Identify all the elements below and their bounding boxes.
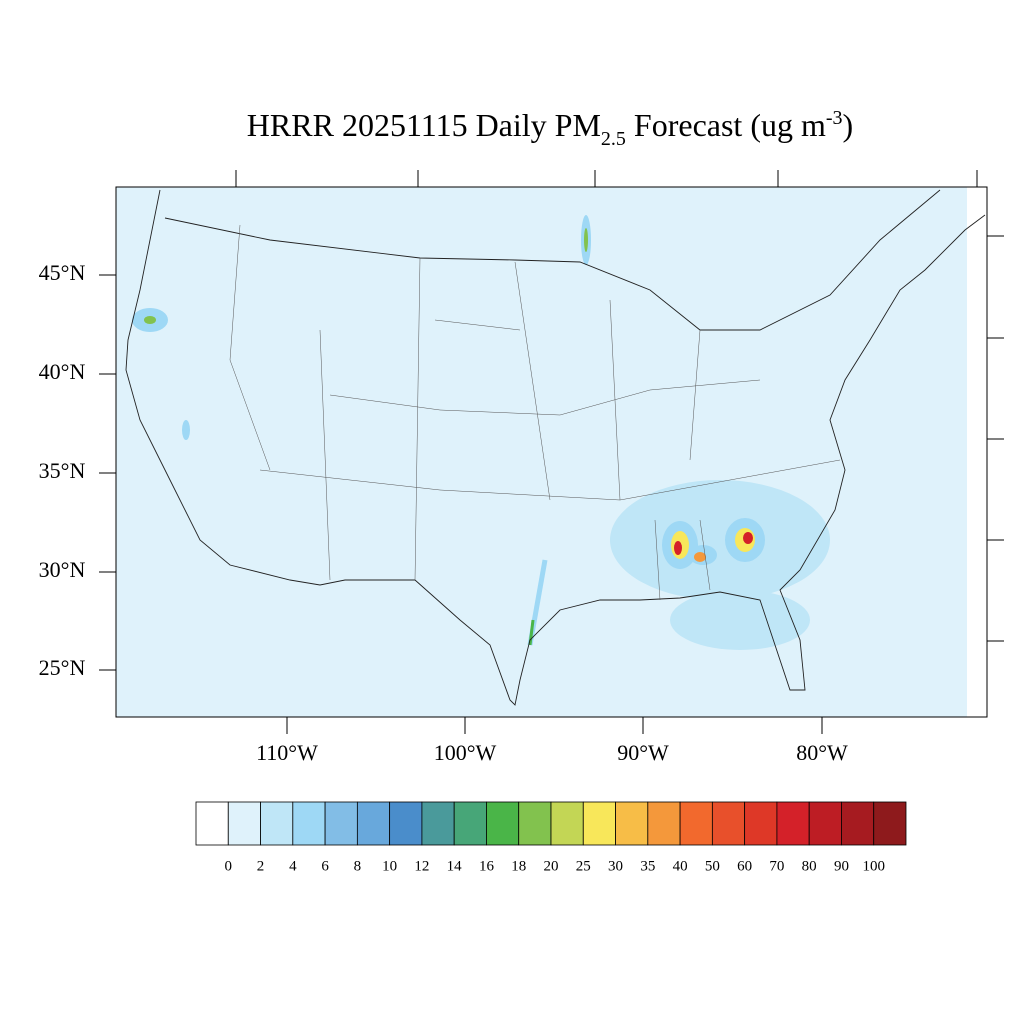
colorbar-label: 90 <box>834 858 849 874</box>
colorbar-label: 20 <box>544 858 559 874</box>
colorbar-label: 4 <box>289 858 297 874</box>
colorbar-label: 70 <box>769 858 784 874</box>
colorbar: 0 2 4 6 8 10 12 14 16 18 20 25 30 35 40 50 60 70 80 90 100 <box>195 801 907 874</box>
colorbar-box <box>615 801 649 846</box>
lon-label: 100°W <box>434 740 497 765</box>
colorbar-label: 8 <box>354 858 362 874</box>
colorbar-box <box>744 801 778 846</box>
colorbar-box <box>873 801 907 846</box>
colorbar-label: 18 <box>511 858 526 874</box>
colorbar-label: 80 <box>802 858 817 874</box>
colorbar-label: 30 <box>608 858 623 874</box>
colorbar-box <box>453 801 487 846</box>
lat-label: 45°N <box>39 260 86 285</box>
colorbar-box <box>647 801 681 846</box>
title-sub: 2.5 <box>601 128 626 150</box>
frame-ticks <box>99 170 1004 734</box>
colorbar-box <box>389 801 423 846</box>
colorbar-box <box>227 801 261 846</box>
colorbar-label: 50 <box>705 858 720 874</box>
pollution-plumes <box>132 215 830 650</box>
colorbar-box <box>292 801 326 846</box>
no-data-strip <box>967 187 987 717</box>
colorbar-label: 35 <box>640 858 655 874</box>
colorbar-label: 16 <box>479 858 495 874</box>
colorbar-label: 100 <box>862 858 885 874</box>
colorbar-box <box>679 801 713 846</box>
axis-labels: 45°N 40°N 35°N 30°N 25°N 110°W 100°W 90°W 80°W <box>39 260 848 765</box>
colorbar-box <box>421 801 455 846</box>
colorbar-box <box>711 801 746 846</box>
colorbar-label: 6 <box>321 858 329 874</box>
colorbar-box <box>550 801 584 846</box>
colorbar-label: 25 <box>576 858 591 874</box>
colorbar-label: 2 <box>257 858 265 874</box>
colorbar-box <box>841 801 875 846</box>
colorbar-label: 12 <box>414 858 429 874</box>
title-main: HRRR 20251115 Daily PM <box>247 107 601 143</box>
colorbar-label: 60 <box>737 858 752 874</box>
border <box>164 189 941 331</box>
lat-label: 35°N <box>39 458 86 483</box>
state-lines <box>229 224 841 601</box>
title-rest: Forecast (ug m <box>634 107 826 143</box>
colorbar-box <box>518 801 552 846</box>
map-frame <box>115 186 988 718</box>
lon-label: 90°W <box>617 740 669 765</box>
map <box>99 170 1004 734</box>
colorbar-label: 14 <box>447 858 463 874</box>
lat-label: 30°N <box>39 557 86 582</box>
coastline <box>125 189 986 706</box>
lat-label: 40°N <box>39 359 86 384</box>
colorbar-label: 40 <box>673 858 688 874</box>
title-sup: -3 <box>826 107 843 129</box>
colorbar-label: 10 <box>382 858 397 874</box>
colorbar-label: 0 <box>225 858 233 874</box>
colorbar-box <box>776 801 810 846</box>
colorbar-box <box>324 801 358 846</box>
colorbar-box <box>195 801 229 846</box>
colorbar-box <box>260 801 294 846</box>
colorbar-box <box>486 801 520 846</box>
lat-label: 25°N <box>39 655 86 680</box>
colorbar-box <box>356 801 391 846</box>
colorbar-box <box>582 801 616 846</box>
colorbar-box <box>808 801 842 846</box>
lon-label: 80°W <box>796 740 848 765</box>
lon-label: 110°W <box>256 740 318 765</box>
title-close: ) <box>843 107 854 143</box>
map-background <box>116 187 987 717</box>
title: HRRR 20251115 Daily PM2.5 Forecast (ug m-… <box>247 107 853 150</box>
